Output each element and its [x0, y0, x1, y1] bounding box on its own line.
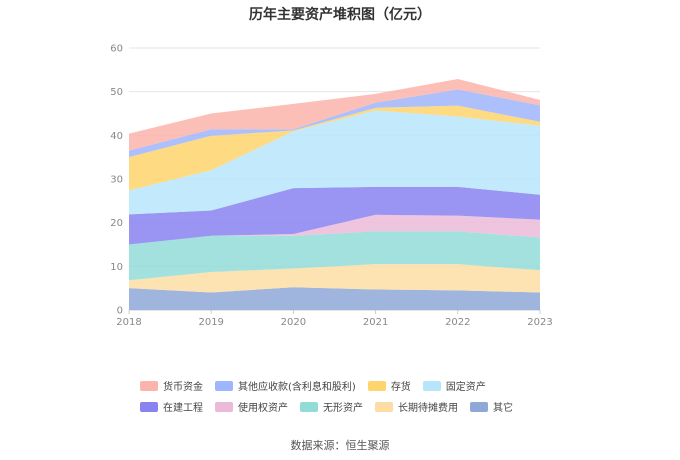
area-series-固定资产[interactable] — [129, 110, 540, 215]
y-tick-label: 50 — [110, 87, 123, 98]
x-tick-label: 2021 — [363, 317, 388, 328]
legend-swatch — [140, 380, 158, 391]
y-tick-label: 0 — [117, 306, 123, 317]
legend-swatch — [215, 380, 233, 391]
legend-item[interactable]: 其他应收款(含利息和股利) — [215, 378, 356, 393]
area-series-在建工程[interactable] — [129, 186, 540, 245]
data-source-label: 数据来源：恒生聚源 — [290, 439, 390, 452]
area-series-货币资金[interactable] — [129, 79, 540, 151]
x-tick-label: 2020 — [281, 317, 306, 328]
area-series-无形资产[interactable] — [129, 231, 540, 281]
legend-label: 无形资产 — [323, 403, 363, 414]
area-series-存货[interactable] — [129, 105, 540, 191]
legend-label: 使用权资产 — [238, 403, 288, 414]
x-tick-label: 2022 — [445, 317, 470, 328]
x-tick-label: 2019 — [198, 317, 223, 328]
legend-item[interactable]: 长期待摊费用 — [375, 399, 458, 414]
axes: 0 10 20 30 40 50 60 2018 2019 2020 2021 2022 2023 — [110, 44, 552, 329]
chart-title: 历年主要资产堆积图（亿元） — [249, 7, 431, 23]
legend-swatch — [422, 380, 441, 391]
y-tick-label: 30 — [110, 175, 123, 186]
legend-item[interactable]: 存货 — [367, 378, 411, 393]
legend-item[interactable]: 使用权资产 — [215, 399, 288, 414]
area-series-使用权资产[interactable] — [129, 214, 540, 245]
legend-swatch — [470, 401, 488, 412]
legend-swatch — [140, 401, 158, 412]
legend-swatch — [367, 380, 386, 391]
x-tick-label: 2018 — [116, 317, 141, 328]
legend-swatch — [375, 401, 393, 412]
legend-label: 其他应收款(含利息和股利) — [238, 382, 356, 393]
legend: 货币资金 其他应收款(含利息和股利) 存货 固定资产在建工程 使用权资产 无形资产 长期待摊… — [140, 378, 560, 414]
legend-item[interactable]: 其它 — [470, 399, 513, 414]
y-tick-label: 20 — [110, 218, 123, 229]
legend-label: 其它 — [493, 403, 513, 414]
area-series — [129, 79, 540, 310]
y-tick-label: 60 — [110, 44, 123, 55]
legend-item[interactable]: 货币资金 — [140, 378, 203, 393]
area-series-其它[interactable] — [129, 287, 540, 310]
legend-item[interactable]: 无形资产 — [300, 399, 363, 414]
legend-label: 固定资产 — [445, 382, 486, 393]
legend-label: 长期待摊费用 — [398, 403, 458, 414]
legend-label: 存货 — [390, 382, 411, 393]
legend-label: 在建工程 — [163, 403, 203, 414]
legend-item[interactable]: 固定资产 — [422, 378, 486, 393]
legend-swatch — [215, 401, 233, 412]
y-tick-label: 10 — [110, 262, 123, 273]
area-series-长期待摊费用[interactable] — [129, 264, 540, 293]
x-tick-label: 2023 — [527, 317, 552, 328]
legend-swatch — [300, 401, 318, 412]
y-tick-label: 40 — [110, 131, 123, 142]
legend-item[interactable]: 在建工程 — [140, 399, 203, 414]
legend-label: 货币资金 — [163, 382, 203, 393]
